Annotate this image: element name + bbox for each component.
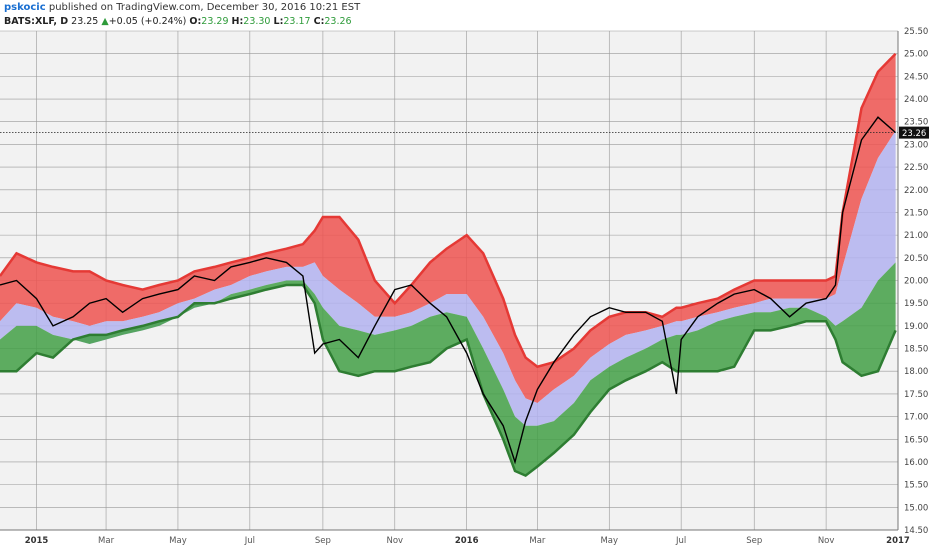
- x-tick-label: Nov: [386, 536, 403, 546]
- x-tick-label: Nov: [818, 536, 835, 546]
- y-tick-label: 24.00: [904, 95, 928, 105]
- y-tick-label: 21.50: [904, 208, 928, 218]
- y-tick-label: 18.50: [904, 345, 928, 355]
- low-value: 23.17: [283, 16, 311, 27]
- last-price: 23.25: [71, 16, 99, 27]
- high-value: 23.30: [243, 16, 271, 27]
- y-tick-label: 19.50: [904, 299, 928, 309]
- y-tick-label: 21.00: [904, 231, 928, 241]
- x-tick-label: Sep: [746, 536, 762, 546]
- y-tick-label: 23.00: [904, 140, 928, 150]
- last-price-label: 23.26: [902, 129, 926, 139]
- open-value: 23.29: [201, 16, 229, 27]
- upper-band-line: [0, 52, 897, 369]
- y-tick-label: 16.50: [904, 435, 928, 445]
- y-tick-label: 22.00: [904, 186, 928, 196]
- last-price-marker: [899, 126, 929, 139]
- x-tick-label: Jul: [244, 536, 255, 546]
- y-tick-label: 20.00: [904, 277, 928, 287]
- x-tick-label: 2015: [25, 536, 49, 546]
- x-tick-label: Mar: [98, 536, 115, 546]
- author-name[interactable]: pskocic: [4, 2, 46, 13]
- y-tick-label: 15.50: [904, 481, 928, 491]
- y-tick-label: 20.50: [904, 254, 928, 264]
- x-axis: 2015 Mar May Jul Sep Nov 2016 Mar May Jul Sep Nov 20…: [0, 529, 910, 546]
- lower-band-line: [0, 283, 897, 478]
- y-tick-label: 24.50: [904, 72, 928, 82]
- symbol-label[interactable]: BATS:XLF, D: [4, 16, 69, 27]
- ohlc-legend: BATS:XLF, D 23.25 ▲+0.05 (+0.24%) O:23.2…: [4, 16, 352, 27]
- lower-band-area: [0, 262, 896, 476]
- x-tick-label: 2017: [886, 536, 910, 546]
- y-tick-label: 14.50: [904, 526, 928, 536]
- y-tick-label: 23.50: [904, 118, 928, 128]
- y-tick-label: 17.00: [904, 413, 928, 423]
- x-tick-label: Sep: [315, 536, 331, 546]
- y-tick-label: 18.00: [904, 367, 928, 377]
- price-line: [0, 116, 897, 465]
- x-tick-label: 2016: [455, 536, 479, 546]
- y-tick-label: 17.50: [904, 390, 928, 400]
- close-value: 23.26: [324, 16, 352, 27]
- published-text: published on TradingView.com, December 3…: [48, 2, 361, 13]
- x-tick-label: May: [600, 536, 618, 546]
- publish-info: pskocic published on TradingView.com, De…: [4, 2, 360, 13]
- x-tick-label: Mar: [529, 536, 546, 546]
- open-label: O:: [189, 16, 202, 27]
- y-axis: 14.50 15.00 15.50 16.00 16.50 17.00 17.50 18.00…: [897, 27, 928, 536]
- y-tick-label: 25.00: [904, 50, 928, 60]
- y-tick-label: 15.00: [904, 503, 928, 513]
- price-layer: 23.26: [0, 116, 929, 465]
- y-tick-label: 22.50: [904, 163, 928, 173]
- upper-band-area: [0, 53, 896, 403]
- low-label: L:: [273, 16, 284, 27]
- y-tick-label: 25.50: [904, 27, 928, 37]
- bands: [0, 52, 897, 478]
- change-value: +0.05 (+0.24%): [108, 16, 187, 27]
- close-label: C:: [313, 16, 325, 27]
- y-tick-label: 16.00: [904, 458, 928, 468]
- x-tick-label: May: [169, 536, 187, 546]
- high-label: H:: [231, 16, 244, 27]
- change-arrow-icon: ▲: [101, 16, 109, 27]
- y-tick-label: 19.00: [904, 322, 928, 332]
- x-tick-label: Jul: [675, 536, 686, 546]
